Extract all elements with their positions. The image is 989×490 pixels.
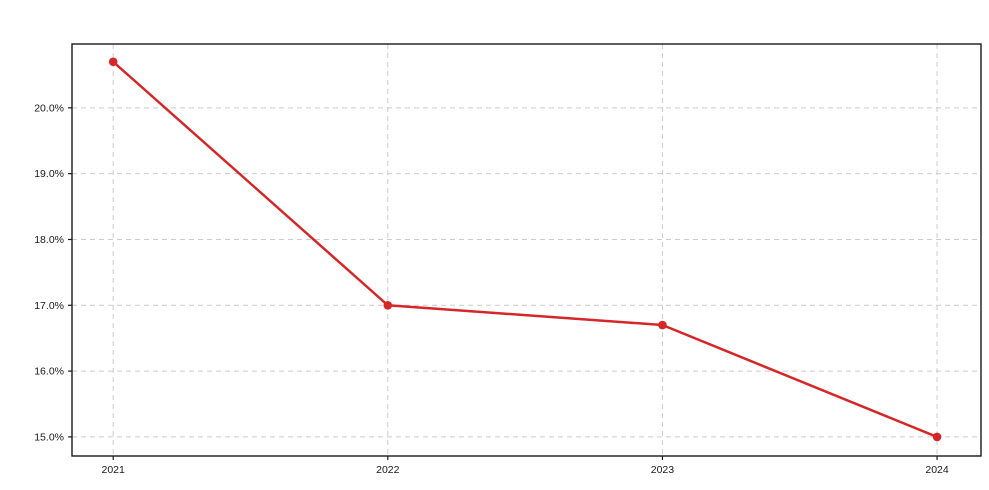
x-tick-label: 2022 [376, 464, 400, 476]
x-tick-label: 2021 [102, 464, 126, 476]
y-tick-label: 20.0% [34, 102, 64, 114]
x-tick-label: 2023 [651, 464, 675, 476]
data-point-marker [383, 300, 393, 310]
x-tick-label: 2024 [925, 464, 949, 476]
trend-line [111, 60, 939, 439]
data-point-marker [932, 432, 942, 442]
y-tick-label: 19.0% [34, 168, 64, 180]
axes-spines [71, 43, 982, 457]
y-tick-label: 17.0% [34, 300, 64, 312]
data-point-marker [108, 57, 118, 67]
y-tick-label: 15.0% [34, 431, 64, 443]
y-tick-label: 16.0% [34, 366, 64, 378]
data-point-marker [658, 320, 667, 330]
y-tick-label: 18.0% [34, 234, 64, 246]
